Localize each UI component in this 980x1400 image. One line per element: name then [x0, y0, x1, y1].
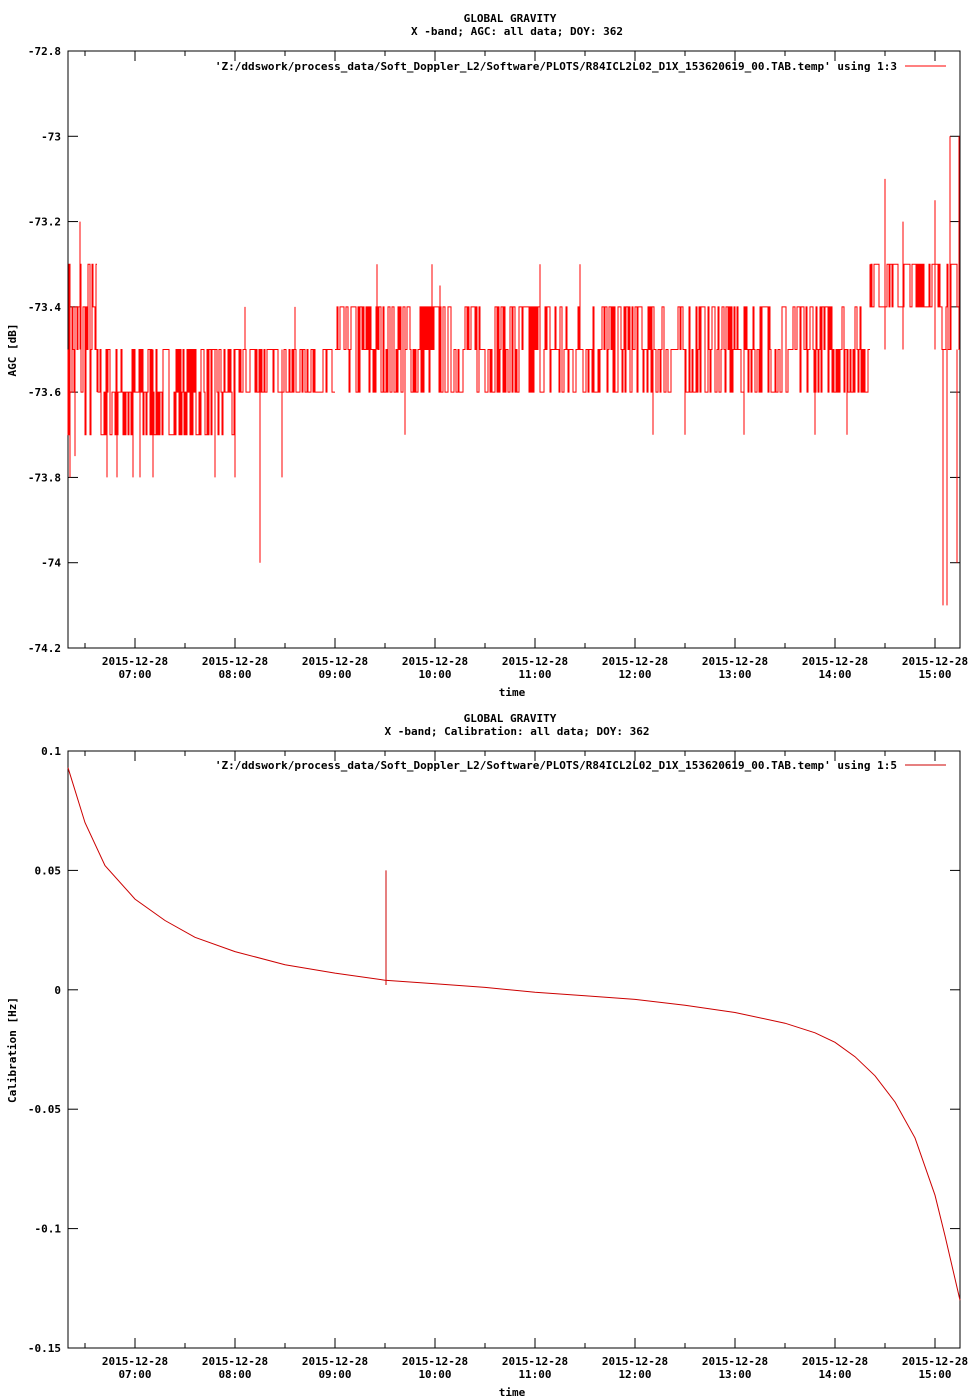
- agc-chart-subtitle: X -band; AGC: all data; DOY: 362: [411, 25, 623, 38]
- calibration-x-axis-label: time: [499, 1386, 526, 1399]
- calibration-y-tick-label: -0.1: [35, 1223, 62, 1236]
- agc-trace-segment: [67, 263, 97, 436]
- agc-chart-title: GLOBAL GRAVITY: [464, 12, 557, 25]
- agc-x-tick-time: 12:00: [618, 668, 651, 681]
- calibration-chart: GLOBAL GRAVITY X -band; Calibration: all…: [6, 712, 968, 1399]
- calibration-y-axis: 0.1 0.05 0 -0.05 -0.1 -0.15: [28, 745, 960, 1355]
- calibration-x-tick-date: 2015-12-28: [302, 1355, 368, 1368]
- agc-x-tick-time: 10:00: [418, 668, 451, 681]
- calibration-series: [67, 767, 961, 1301]
- calibration-x-tick-date: 2015-12-28: [902, 1355, 968, 1368]
- calibration-x-tick-time: 13:00: [718, 1368, 751, 1381]
- calibration-x-axis: 2015-12-2807:002015-12-2808:002015-12-28…: [84, 751, 968, 1381]
- agc-trace-segment: [96, 349, 235, 436]
- agc-x-tick-time: 09:00: [318, 668, 351, 681]
- calibration-x-tick-date: 2015-12-28: [102, 1355, 168, 1368]
- agc-x-tick-date: 2015-12-28: [502, 655, 568, 668]
- agc-y-tick-label: -74.2: [28, 642, 61, 655]
- calibration-y-tick-label: -0.05: [28, 1103, 61, 1116]
- agc-y-tick-label: -73: [41, 130, 61, 143]
- agc-y-tick-label: -73.2: [28, 216, 61, 229]
- calibration-x-tick-time: 10:00: [418, 1368, 451, 1381]
- agc-x-axis-label: time: [499, 686, 526, 699]
- agc-x-tick-time: 08:00: [218, 668, 251, 681]
- calibration-x-tick-time: 14:00: [818, 1368, 851, 1381]
- agc-x-tick-time: 11:00: [518, 668, 551, 681]
- agc-series: [67, 136, 960, 606]
- agc-trace-segment: [335, 306, 870, 393]
- calibration-chart-subtitle: X -band; Calibration: all data; DOY: 362: [385, 725, 650, 738]
- agc-chart: GLOBAL GRAVITY X -band; AGC: all data; D…: [6, 12, 968, 699]
- calibration-y-tick-label: -0.15: [28, 1342, 61, 1355]
- calibration-y-tick-label: 0: [54, 984, 61, 997]
- calibration-legend-label: 'Z:/ddswork/process_data/Soft_Doppler_L2…: [215, 759, 897, 772]
- calibration-x-tick-date: 2015-12-28: [502, 1355, 568, 1368]
- calibration-x-tick-date: 2015-12-28: [602, 1355, 668, 1368]
- agc-x-tick-date: 2015-12-28: [302, 655, 368, 668]
- agc-trace-segment: [869, 263, 935, 308]
- agc-x-tick-date: 2015-12-28: [202, 655, 268, 668]
- agc-x-axis: 2015-12-2807:002015-12-2808:002015-12-28…: [84, 51, 968, 681]
- calibration-x-tick-time: 09:00: [318, 1368, 351, 1381]
- calibration-plot-frame: [67, 750, 961, 1349]
- agc-y-axis-label: AGC [dB]: [6, 324, 19, 377]
- agc-legend-label: 'Z:/ddswork/process_data/Soft_Doppler_L2…: [215, 60, 897, 73]
- agc-x-tick-date: 2015-12-28: [102, 655, 168, 668]
- agc-x-tick-date: 2015-12-28: [802, 655, 868, 668]
- calibration-y-tick-label: 0.1: [41, 745, 61, 758]
- calibration-x-tick-time: 11:00: [518, 1368, 551, 1381]
- agc-x-tick-date: 2015-12-28: [402, 655, 468, 668]
- agc-trace-segment: [235, 349, 335, 393]
- agc-y-tick-label: -73.4: [28, 301, 61, 314]
- agc-x-tick-time: 07:00: [118, 668, 151, 681]
- agc-trace-segment: [934, 263, 960, 350]
- calibration-y-tick-label: 0.05: [35, 864, 62, 877]
- calibration-x-tick-time: 08:00: [218, 1368, 251, 1381]
- calibration-chart-title: GLOBAL GRAVITY: [464, 712, 557, 725]
- agc-y-tick-label: -73.8: [28, 471, 61, 484]
- agc-x-tick-date: 2015-12-28: [902, 655, 968, 668]
- agc-x-tick-time: 14:00: [818, 668, 851, 681]
- agc-y-tick-label: -74: [41, 557, 61, 570]
- agc-x-tick-time: 13:00: [718, 668, 751, 681]
- agc-x-tick-time: 15:00: [918, 668, 951, 681]
- calibration-x-tick-time: 07:00: [118, 1368, 151, 1381]
- calibration-x-tick-date: 2015-12-28: [202, 1355, 268, 1368]
- calibration-x-tick-date: 2015-12-28: [402, 1355, 468, 1368]
- calibration-x-tick-time: 15:00: [918, 1368, 951, 1381]
- agc-y-tick-label: -72.8: [28, 45, 61, 58]
- calibration-line: [67, 767, 961, 1301]
- calibration-x-tick-time: 12:00: [618, 1368, 651, 1381]
- agc-x-tick-date: 2015-12-28: [702, 655, 768, 668]
- calibration-x-tick-date: 2015-12-28: [802, 1355, 868, 1368]
- agc-y-tick-label: -73.6: [28, 386, 61, 399]
- calibration-y-axis-label: Calibration [Hz]: [6, 997, 19, 1103]
- agc-x-tick-date: 2015-12-28: [602, 655, 668, 668]
- calibration-x-tick-date: 2015-12-28: [702, 1355, 768, 1368]
